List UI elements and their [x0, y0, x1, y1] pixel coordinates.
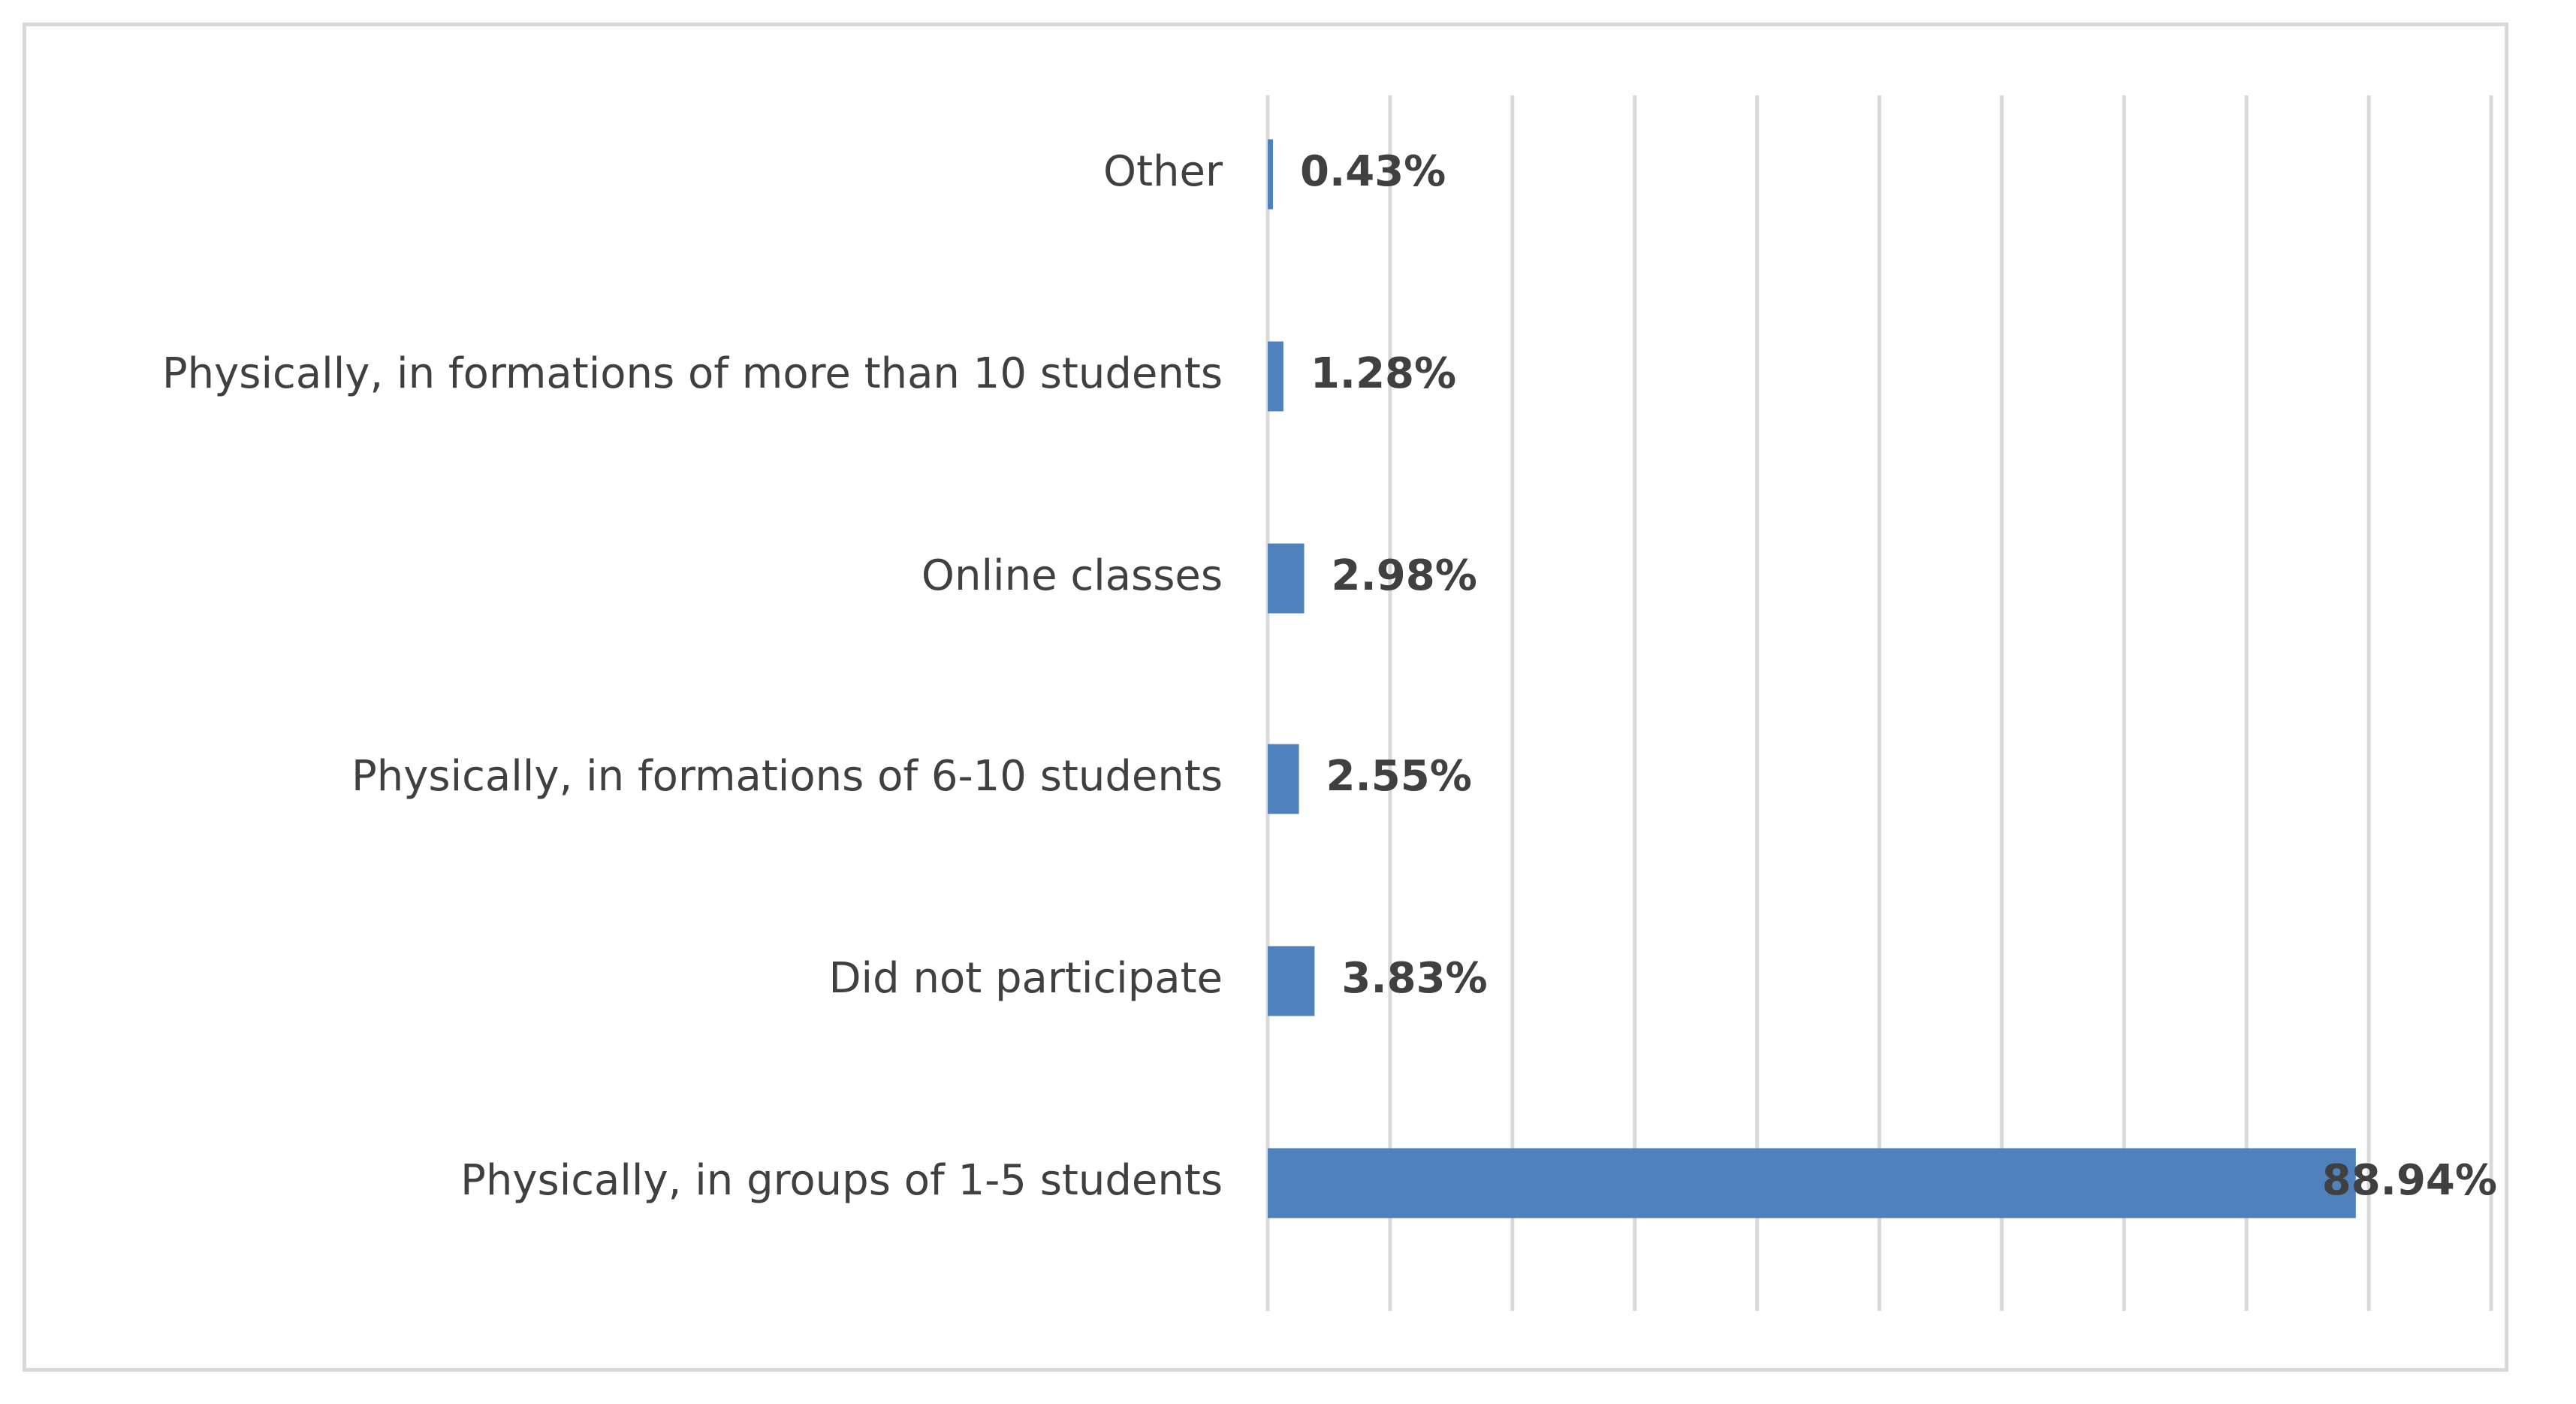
- data-label: 0.43%: [1300, 147, 1446, 196]
- chart-frame: Other 0.43% Physically, in formations of m…: [23, 23, 2508, 1372]
- bars: [1268, 139, 2356, 1218]
- data-label: 88.94%: [2322, 1156, 2497, 1205]
- bar: [1268, 1148, 2356, 1218]
- category-label: Physically, in groups of 1-5 students: [460, 1156, 1223, 1205]
- category-label: Physically, in formations of 6-10 studen…: [351, 752, 1223, 801]
- data-label: 2.98%: [1332, 551, 1477, 600]
- data-label: 1.28%: [1311, 349, 1456, 398]
- labels: Other 0.43% Physically, in formations of m…: [162, 147, 2497, 1205]
- category-label: Physically, in formations of more than 1…: [162, 349, 1223, 398]
- category-label: Did not participate: [828, 954, 1223, 1003]
- bar: [1268, 946, 1315, 1016]
- bar-chart: Other 0.43% Physically, in formations of m…: [162, 95, 2497, 1311]
- category-label: Other: [1103, 147, 1223, 196]
- category-label: Online classes: [922, 551, 1223, 600]
- data-label: 3.83%: [1341, 954, 1487, 1003]
- bar: [1268, 543, 1305, 614]
- bar: [1268, 744, 1299, 814]
- gridlines: [1265, 95, 2493, 1311]
- bar: [1268, 139, 1274, 210]
- bar: [1268, 341, 1283, 412]
- data-label: 2.55%: [1326, 752, 1472, 801]
